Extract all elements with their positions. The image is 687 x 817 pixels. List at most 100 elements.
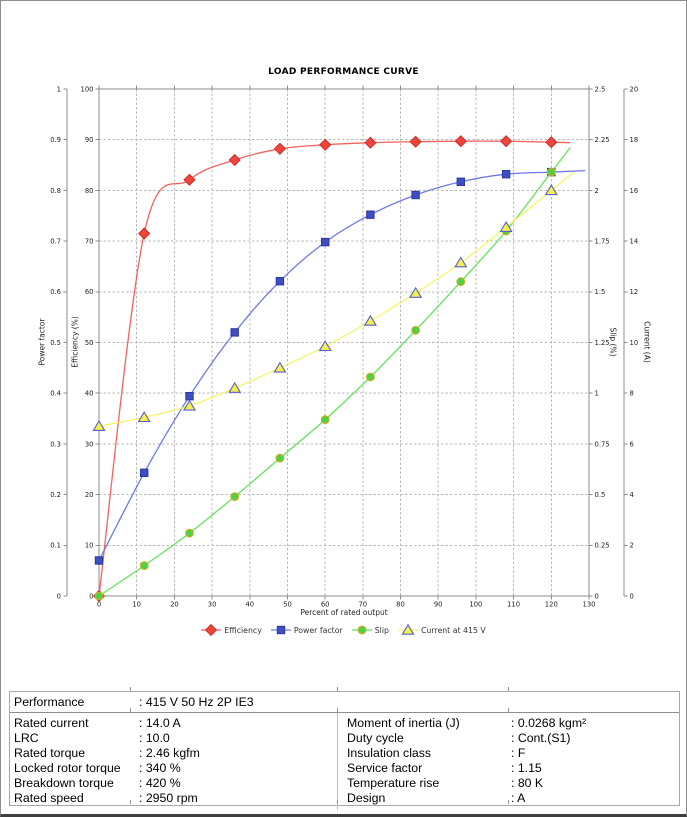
power-factor-axis: 0 0.1 0.2 0.3 0.4 0.5 0.6 0.7 0.8 0.9 1 (50, 85, 67, 600)
spec-column-right: Moment of inertia (J) : 0.0268 kgm² Duty … (337, 713, 679, 810)
spec-label: Moment of inertia (J) (347, 716, 460, 730)
slip-axis-title: Slip (%) (608, 327, 618, 357)
svg-text:18: 18 (630, 136, 639, 144)
svg-text:90: 90 (434, 601, 443, 609)
spec-label: Rated torque (14, 746, 86, 761)
spec-row: Locked rotor torque : 340 % (10, 761, 337, 776)
slip-axis: 0 0.25 0.5 0.75 1 1.25 1.5 1.75 2 2.25 2.5 (589, 85, 610, 600)
table-column-tick (337, 687, 338, 691)
spec-value: : 340 % (139, 761, 181, 776)
svg-text:70: 70 (358, 601, 367, 609)
svg-text:40: 40 (85, 390, 94, 398)
spec-value: : F (511, 746, 526, 761)
spec-value: : 0.0268 kgm² (511, 716, 587, 730)
spec-row: Design: A (338, 791, 679, 806)
svg-text:4: 4 (630, 491, 634, 499)
svg-text:0.5: 0.5 (50, 339, 61, 347)
svg-text:2: 2 (595, 187, 599, 195)
table-column-tick (508, 687, 509, 691)
svg-text:0: 0 (630, 592, 634, 600)
svg-text:8: 8 (630, 390, 634, 398)
current-axis: 0 2 4 6 8 10 12 14 16 18 20 (624, 85, 638, 600)
svg-text:0.6: 0.6 (50, 288, 61, 296)
spec-table: Performance : 415 V 50 Hz 2P IE3 Rated c… (9, 687, 680, 810)
chart-legend: Efficiency Power factor Slip Current at 415… (1, 624, 686, 636)
svg-text:90: 90 (85, 136, 94, 144)
grid (99, 89, 589, 596)
svg-text:0.1: 0.1 (50, 542, 61, 550)
spec-row: Rated current: 14.0 A (10, 716, 337, 731)
svg-text:0.9: 0.9 (50, 136, 61, 144)
chart-title: LOAD PERFORMANCE CURVE (268, 67, 419, 77)
spec-label: Design (347, 791, 386, 806)
slip-legend-marker-icon (351, 625, 372, 635)
legend-item-power-factor: Power factor (270, 624, 343, 636)
svg-text:80: 80 (396, 601, 405, 609)
svg-text:0.7: 0.7 (50, 238, 61, 246)
svg-text:1: 1 (57, 85, 61, 93)
svg-text:2: 2 (630, 542, 634, 550)
svg-text:0.75: 0.75 (595, 440, 610, 448)
spec-value: : Cont.(S1) (511, 731, 571, 746)
svg-text:2.25: 2.25 (595, 136, 610, 144)
spec-row: Temperature rise: 80 K (338, 776, 679, 791)
efficiency-axis-title: Efficiency (%) (70, 316, 80, 368)
x-axis: 0 10 20 30 40 50 60 70 80 90 100 110 120 130 (97, 85, 595, 609)
svg-text:1: 1 (595, 390, 599, 398)
spec-value: : 2.46 kgfm (139, 746, 200, 761)
svg-text:20: 20 (170, 601, 179, 609)
svg-text:0: 0 (595, 592, 599, 600)
spec-row: Duty cycle: Cont.(S1) (338, 731, 679, 746)
svg-text:0: 0 (89, 592, 93, 600)
svg-text:20: 20 (85, 491, 94, 499)
svg-text:50: 50 (85, 339, 94, 347)
legend-label: Current at 415 V (420, 625, 486, 635)
svg-text:0.2: 0.2 (50, 491, 61, 499)
spec-value: : 1.15 (511, 761, 542, 776)
series-current-at-415-v (92, 171, 575, 431)
series-slip (94, 147, 571, 601)
table-column-tick (508, 800, 509, 804)
legend-item-slip: Slip (351, 624, 389, 636)
svg-text:2.5: 2.5 (595, 85, 606, 93)
svg-text:1.5: 1.5 (595, 288, 606, 296)
svg-text:20: 20 (630, 85, 639, 93)
svg-text:60: 60 (85, 288, 94, 296)
svg-text:0: 0 (57, 592, 61, 600)
spec-label: Insulation class (347, 746, 432, 761)
spec-value: : 14.0 A (139, 716, 181, 730)
efficiency-axis: 0 10 20 30 40 50 60 70 80 90 100 (81, 85, 99, 600)
spec-label: Service factor (347, 761, 423, 776)
spec-row: Rated speed: 2950 rpm (10, 791, 337, 806)
table-column-tick (130, 708, 131, 712)
legend-label: Efficiency (224, 625, 262, 635)
spec-value: : 2950 rpm (139, 791, 198, 806)
spec-row: Moment of inertia (J) : 0.0268 kgm² (338, 716, 679, 731)
svg-text:1.25: 1.25 (595, 339, 610, 347)
table-column-tick (337, 708, 338, 712)
svg-text:0: 0 (97, 601, 101, 609)
legend-label: Slip (374, 625, 389, 635)
spec-columns: Rated current: 14.0 A LRC : 10.0 Rated to… (10, 713, 679, 810)
power-factor-axis-title: Power factor (37, 318, 47, 366)
table-column-tick (337, 800, 338, 804)
spec-value: : 10.0 (139, 731, 170, 746)
svg-text:6: 6 (630, 440, 634, 448)
spec-row: LRC : 10.0 (10, 731, 337, 746)
spec-label: LRC (14, 731, 39, 746)
svg-text:0.25: 0.25 (595, 542, 610, 550)
current-at-415-v-legend-marker-icon (397, 624, 418, 635)
spec-value: : 80 K (511, 776, 544, 791)
svg-text:30: 30 (85, 440, 94, 448)
svg-text:120: 120 (545, 601, 558, 609)
efficiency-legend-marker-icon (201, 624, 222, 636)
spec-label: Locked rotor torque (14, 761, 121, 776)
spec-column-left: Rated current: 14.0 A LRC : 10.0 Rated to… (10, 713, 337, 810)
svg-text:10: 10 (630, 339, 639, 347)
table-column-tick (130, 800, 131, 804)
svg-text:60: 60 (321, 601, 330, 609)
svg-text:14: 14 (630, 238, 639, 246)
svg-text:10: 10 (85, 542, 94, 550)
x-axis-title: Percent of rated output (300, 608, 388, 617)
